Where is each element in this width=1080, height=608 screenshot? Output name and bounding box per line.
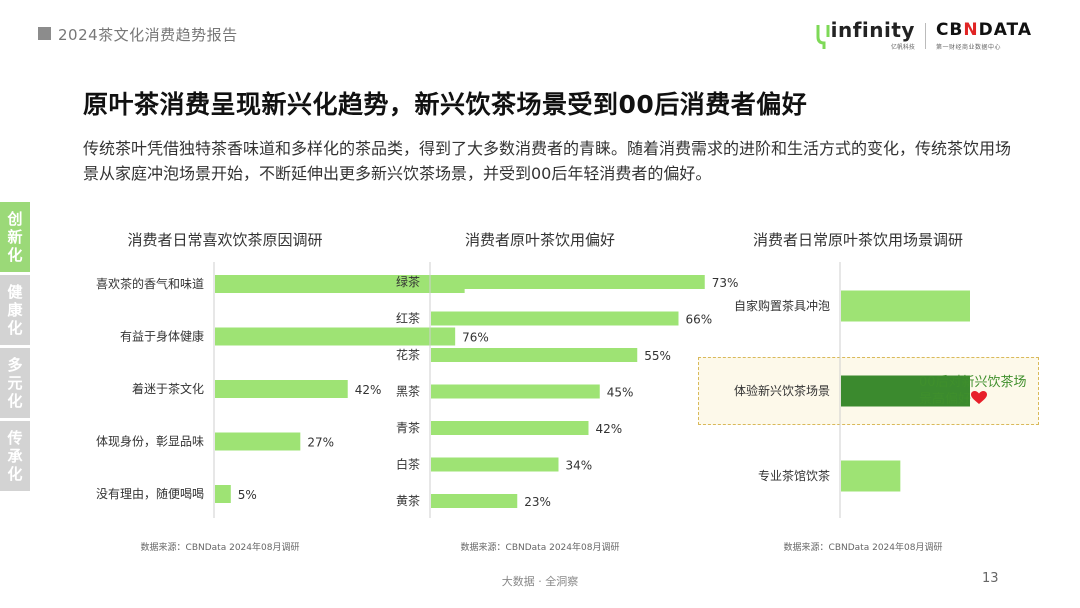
chart1-bar bbox=[215, 432, 301, 451]
chart2-bar bbox=[431, 311, 679, 326]
chart2-category-label: 绿茶 bbox=[396, 274, 420, 289]
chart2-value-label: 23% bbox=[524, 495, 551, 509]
chart2-bar bbox=[431, 494, 518, 508]
chart2-category-label: 黑茶 bbox=[396, 384, 420, 399]
chart2-bar bbox=[431, 348, 638, 362]
chart1-value-label: 42% bbox=[355, 383, 382, 397]
chart1-bar bbox=[215, 275, 465, 293]
chart2-category-label: 白茶 bbox=[396, 457, 420, 472]
page-number: 13 bbox=[982, 571, 999, 586]
cbn-prefix: CB bbox=[935, 19, 964, 40]
chart1-category-label: 没有理由，随便喝喝 bbox=[96, 486, 204, 501]
chart2-category-label: 黄茶 bbox=[396, 493, 420, 508]
chart2-category-label: 花茶 bbox=[396, 347, 420, 362]
chart2-bar bbox=[431, 275, 705, 289]
chart3-bar bbox=[841, 375, 970, 407]
infinity-mark-icon bbox=[816, 25, 830, 49]
report-title: 2024茶文化消费趋势报告 bbox=[58, 26, 238, 44]
chart3-title: 消费者日常原叶茶饮用场景调研 bbox=[752, 231, 963, 249]
side-tab-4[interactable]: 传承化 bbox=[0, 421, 30, 491]
chart1-svg: 喜欢茶的香气和味道79%有益于身体健康76%着迷于茶文化42%体现身份，彰显品味… bbox=[96, 262, 498, 518]
side-tab-2[interactable]: 健康化 bbox=[0, 275, 30, 345]
chart1-category-label: 着迷于茶文化 bbox=[132, 381, 204, 396]
chart3-category-label: 体验新兴饮茶场景 bbox=[734, 383, 830, 398]
side-tab-3[interactable]: 多元化 bbox=[0, 348, 30, 418]
chart2-category-label: 青茶 bbox=[396, 420, 420, 435]
chart1-category-label: 体现身份，彰显品味 bbox=[96, 434, 204, 449]
chart2-value-label: 42% bbox=[596, 422, 623, 436]
page-title: 原叶茶消费呈现新兴化趋势，新兴饮茶场景受到00后消费者偏好 bbox=[83, 90, 808, 119]
cbndata-logo: CBNDATA 第一财经商业数据中心 bbox=[936, 21, 1032, 51]
chart2-category-label: 红茶 bbox=[396, 311, 420, 326]
logo-divider bbox=[924, 22, 926, 49]
side-tabs: 创新化健康化多元化传承化 bbox=[0, 202, 30, 494]
chart1-bar bbox=[215, 327, 456, 346]
chart2-bar bbox=[431, 421, 589, 435]
chart2-source: 数据来源：CBNData 2024年08月调研 bbox=[460, 543, 620, 553]
chart2-value-label: 66% bbox=[686, 313, 713, 327]
chart1-title: 消费者日常喜欢饮茶原因调研 bbox=[127, 231, 323, 249]
chart3-category-label: 自家购置茶具冲泡 bbox=[734, 298, 830, 313]
logo-group: infinity 亿帆科技 CBNDATA 第一财经商业数据中心 bbox=[815, 20, 1032, 51]
chart2-value-label: 73% bbox=[712, 276, 739, 290]
chart3-category-label: 专业茶馆饮茶 bbox=[758, 468, 830, 483]
header-square-icon bbox=[38, 27, 51, 40]
cbn-x: N bbox=[963, 19, 979, 40]
chart2-bar bbox=[431, 457, 559, 472]
chart3-bar bbox=[841, 290, 970, 322]
footer-tagline: 大数据 · 全洞察 bbox=[501, 575, 579, 588]
highlight-annotation: 00后对新兴饮茶场景高偏好 bbox=[919, 374, 1029, 408]
cbndata-logo-sub: 第一财经商业数据中心 bbox=[935, 43, 1001, 51]
infinity-logo-text: infinity bbox=[830, 18, 915, 42]
side-tab-1[interactable]: 创新化 bbox=[0, 202, 30, 272]
chart1-bar bbox=[215, 485, 231, 503]
chart1-value-label: 27% bbox=[307, 436, 334, 450]
chart3-source: 数据来源：CBNData 2024年08月调研 bbox=[783, 543, 943, 553]
chart1-source: 数据来源：CBNData 2024年08月调研 bbox=[140, 543, 300, 553]
chart2-bar bbox=[431, 384, 600, 399]
chart2-value-label: 55% bbox=[644, 349, 671, 363]
chart2-value-label: 45% bbox=[607, 386, 634, 400]
highlight-annotation-text: 00后对新兴饮茶场景高偏好 bbox=[919, 375, 1027, 407]
chart2-title: 消费者原叶茶饮用偏好 bbox=[464, 231, 615, 249]
page-description: 传统茶叶凭借独特茶香味道和多样化的茶品类，得到了大多数消费者的青睐。随着消费需求… bbox=[83, 139, 1012, 183]
chart1-category-label: 有益于身体健康 bbox=[120, 329, 204, 344]
chart1-value-label: 5% bbox=[238, 488, 257, 502]
infinity-logo: infinity 亿帆科技 bbox=[815, 20, 915, 51]
chart1-category-label: 喜欢茶的香气和味道 bbox=[96, 276, 204, 291]
infinity-logo-sub: 亿帆科技 bbox=[890, 44, 915, 51]
chart2-value-label: 34% bbox=[566, 459, 593, 473]
chart1-bar bbox=[215, 380, 348, 398]
heart-icon bbox=[971, 391, 988, 404]
cbn-suffix: DATA bbox=[978, 19, 1032, 40]
chart1-value-label: 76% bbox=[462, 331, 489, 345]
chart2-svg: 绿茶 73% 红茶 66% 花茶 55% 黑茶 45% 青茶 42% 白茶 34% 黄茶 23% bbox=[396, 262, 738, 518]
chart3-bar bbox=[841, 460, 901, 492]
